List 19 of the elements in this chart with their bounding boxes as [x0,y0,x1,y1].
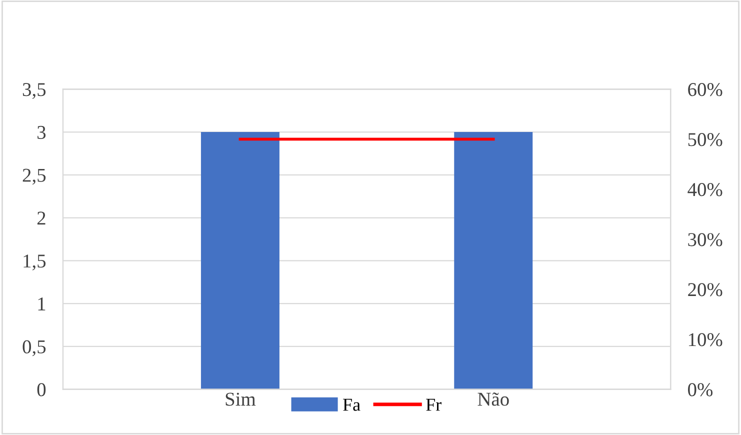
y-tick-label: 0 [37,383,46,396]
x-tick-label: Não [478,392,509,406]
y2-tick-label: 40% [688,183,722,196]
y2-tick-label: 60% [688,82,722,96]
y2-tick-label: 20% [688,283,722,296]
legend-label: Fa [343,398,360,411]
y2-tick-label: 10% [688,333,722,346]
y2-tick-label: 50% [688,133,722,146]
y-tick-label: 3,5 [22,83,46,99]
legend-label: Fr [426,398,442,411]
y2-tick-label: 0% [688,383,713,396]
x-tick-label: Sim [226,392,256,406]
y-tick-label: 3 [38,126,46,139]
y-tick-label: 1,5 [24,254,46,270]
y-tick-label: 2 [37,212,46,225]
y-tick-label: 2,5 [22,168,46,185]
y-tick-label: 0,5 [22,340,46,356]
y-tick-label: 1 [38,297,46,310]
y2-tick-label: 30% [688,233,722,246]
